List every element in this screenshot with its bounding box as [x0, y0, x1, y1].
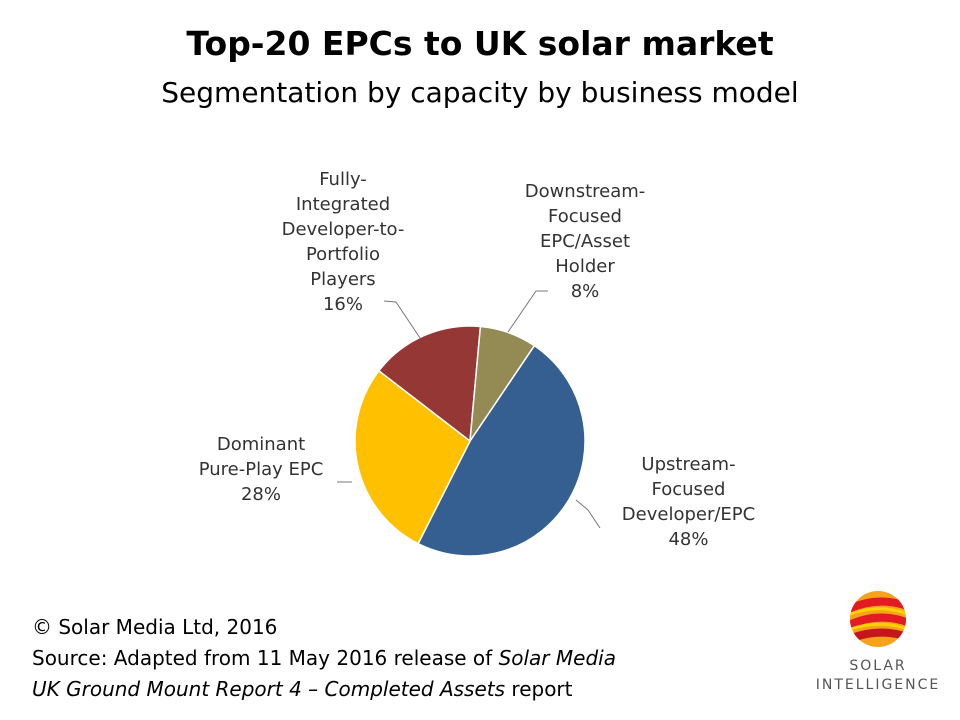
logo-line-1: SOLAR — [849, 658, 907, 674]
chart-title: Top-20 EPCs to UK solar market — [186, 24, 774, 63]
source-publisher: Solar Media — [498, 646, 616, 670]
source-prefix: Source: Adapted from 11 May 2016 release… — [32, 646, 499, 670]
leader-line — [507, 290, 548, 333]
slice-label-line: Players — [310, 269, 376, 290]
slice-value-label: 8% — [570, 281, 600, 302]
slice-label-line: Downstream- — [524, 181, 646, 202]
slice-label: Dominant Pure-Play EPC 28% — [186, 432, 336, 507]
solar-intelligence-logo-icon — [850, 591, 906, 647]
logo-wordmark: SOLAR INTELLIGENCE — [808, 657, 948, 695]
pie-slice — [377, 325, 482, 443]
slice-label-line: Developer-to- — [281, 219, 405, 240]
footer: © Solar Media Ltd, 2016 Source: Adapted … — [32, 612, 616, 705]
slice-label-line: Pure-Play EPC — [198, 459, 324, 480]
slice-label-line: EPC/Asset — [539, 231, 631, 252]
slice-value-label: 48% — [668, 529, 709, 550]
report-name: UK Ground Mount Report 4 – Completed Ass… — [32, 677, 506, 701]
slice-label: Fully- Integrated Developer-to- Portfolio Pl… — [254, 167, 432, 317]
slice-label: Downstream- Focused EPC/Asset Holder 8% — [510, 179, 660, 304]
report-suffix: report — [505, 677, 573, 701]
slice-value-label: 16% — [322, 294, 363, 315]
leader-line — [575, 499, 601, 529]
logo-line-2: INTELLIGENCE — [815, 677, 941, 693]
source-line: Source: Adapted from 11 May 2016 release… — [32, 643, 616, 674]
pie-slice — [354, 369, 471, 545]
slice-label-line: Dominant — [216, 434, 306, 455]
copyright-text: © Solar Media Ltd, 2016 — [32, 615, 278, 639]
leader-line — [383, 300, 421, 339]
slice-label-line: Focused — [548, 206, 622, 227]
slice-label-line: Upstream- — [641, 454, 736, 475]
slice-label-line: Fully- — [319, 169, 367, 190]
slice-label-line: Portfolio — [305, 244, 381, 265]
chart-subtitle: Segmentation by capacity by business mod… — [161, 76, 799, 109]
slice-label: Upstream- Focused Developer/EPC 48% — [596, 452, 781, 552]
report-line: UK Ground Mount Report 4 – Completed Ass… — [32, 674, 616, 705]
slice-label-line: Developer/EPC — [621, 504, 756, 525]
slice-label-line: Integrated — [295, 194, 391, 215]
slice-label-line: Holder — [555, 256, 615, 277]
pie-slice — [417, 344, 586, 557]
slice-value-label: 28% — [240, 484, 281, 505]
pie-slice — [469, 325, 536, 442]
slice-label-line: Focused — [651, 479, 726, 500]
